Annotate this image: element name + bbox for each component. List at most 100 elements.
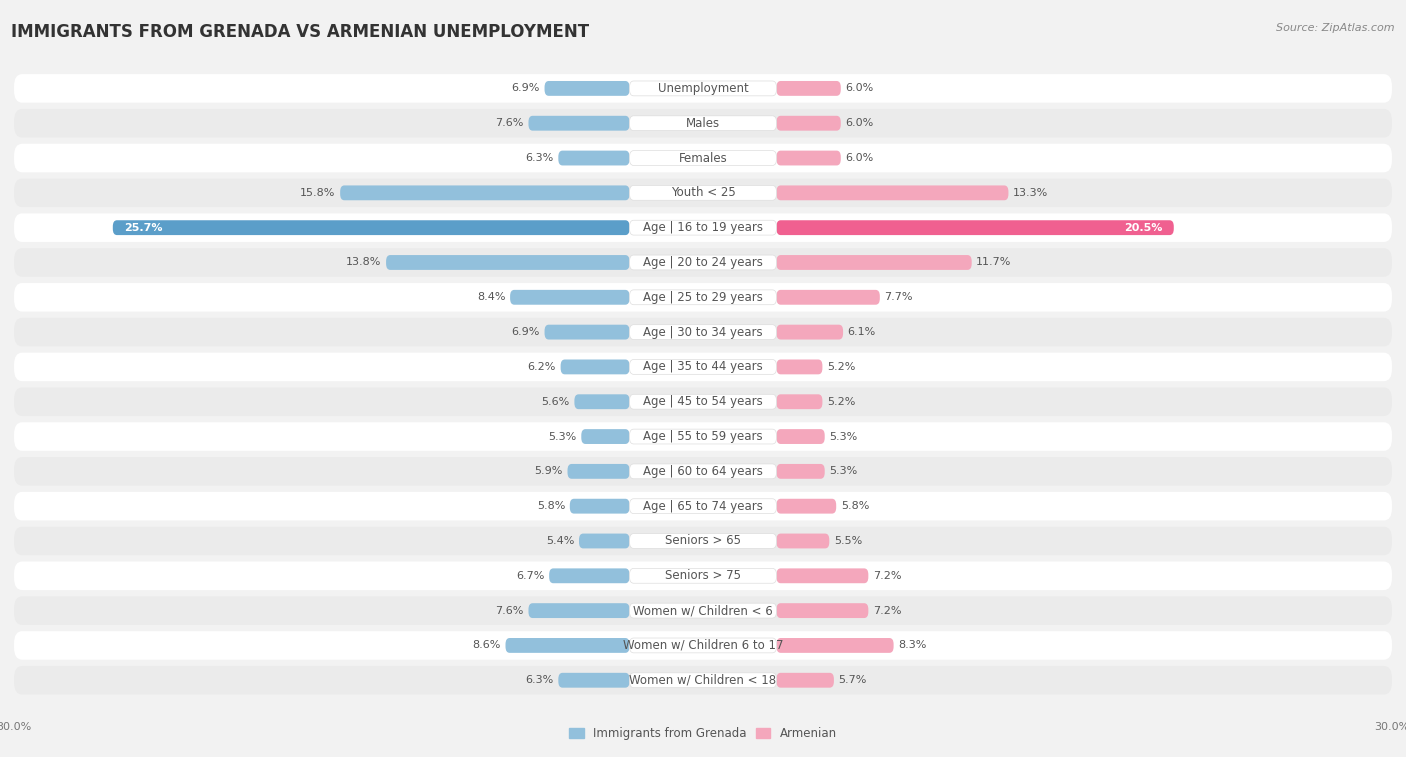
Text: Males: Males [686,117,720,129]
Text: 8.4%: 8.4% [477,292,506,302]
FancyBboxPatch shape [112,220,630,235]
FancyBboxPatch shape [510,290,630,305]
Text: Age | 30 to 34 years: Age | 30 to 34 years [643,326,763,338]
FancyBboxPatch shape [630,325,776,340]
FancyBboxPatch shape [14,248,1392,277]
FancyBboxPatch shape [544,325,630,340]
FancyBboxPatch shape [630,81,776,96]
Text: 6.1%: 6.1% [848,327,876,337]
FancyBboxPatch shape [776,255,972,270]
FancyBboxPatch shape [14,283,1392,312]
FancyBboxPatch shape [630,569,776,583]
FancyBboxPatch shape [630,638,776,653]
FancyBboxPatch shape [550,569,630,583]
FancyBboxPatch shape [14,457,1392,486]
FancyBboxPatch shape [776,220,1174,235]
Text: 5.7%: 5.7% [838,675,868,685]
Text: 7.2%: 7.2% [873,571,901,581]
FancyBboxPatch shape [630,394,776,410]
FancyBboxPatch shape [558,673,630,687]
Text: 7.2%: 7.2% [873,606,901,615]
FancyBboxPatch shape [776,499,837,513]
FancyBboxPatch shape [558,151,630,166]
Text: 7.6%: 7.6% [495,118,524,128]
Text: Seniors > 65: Seniors > 65 [665,534,741,547]
Text: Source: ZipAtlas.com: Source: ZipAtlas.com [1277,23,1395,33]
FancyBboxPatch shape [776,185,1008,201]
FancyBboxPatch shape [776,603,869,618]
Text: 8.6%: 8.6% [472,640,501,650]
Text: Youth < 25: Youth < 25 [671,186,735,199]
FancyBboxPatch shape [776,394,823,410]
Text: 8.3%: 8.3% [898,640,927,650]
FancyBboxPatch shape [776,151,841,166]
FancyBboxPatch shape [776,429,825,444]
Text: 25.7%: 25.7% [124,223,163,232]
Legend: Immigrants from Grenada, Armenian: Immigrants from Grenada, Armenian [565,722,841,745]
FancyBboxPatch shape [630,116,776,131]
Text: 5.3%: 5.3% [548,431,576,441]
FancyBboxPatch shape [630,185,776,201]
FancyBboxPatch shape [14,492,1392,521]
Text: Age | 60 to 64 years: Age | 60 to 64 years [643,465,763,478]
Text: 5.6%: 5.6% [541,397,569,407]
Text: 6.3%: 6.3% [526,675,554,685]
FancyBboxPatch shape [14,631,1392,659]
Text: 6.3%: 6.3% [526,153,554,163]
FancyBboxPatch shape [568,464,630,478]
Text: Women w/ Children < 18: Women w/ Children < 18 [630,674,776,687]
FancyBboxPatch shape [630,534,776,548]
FancyBboxPatch shape [630,673,776,687]
Text: 15.8%: 15.8% [301,188,336,198]
FancyBboxPatch shape [544,81,630,96]
FancyBboxPatch shape [14,213,1392,242]
Text: 5.8%: 5.8% [841,501,869,511]
Text: 5.2%: 5.2% [827,397,855,407]
Text: 6.7%: 6.7% [516,571,544,581]
FancyBboxPatch shape [630,429,776,444]
FancyBboxPatch shape [579,534,630,548]
FancyBboxPatch shape [14,109,1392,138]
FancyBboxPatch shape [529,603,630,618]
Text: Age | 65 to 74 years: Age | 65 to 74 years [643,500,763,512]
Text: 6.0%: 6.0% [845,83,873,93]
FancyBboxPatch shape [14,388,1392,416]
Text: 11.7%: 11.7% [976,257,1012,267]
Text: Age | 25 to 29 years: Age | 25 to 29 years [643,291,763,304]
FancyBboxPatch shape [14,318,1392,347]
FancyBboxPatch shape [14,666,1392,694]
Text: 6.9%: 6.9% [512,327,540,337]
Text: 13.8%: 13.8% [346,257,381,267]
Text: 6.0%: 6.0% [845,153,873,163]
Text: Age | 45 to 54 years: Age | 45 to 54 years [643,395,763,408]
Text: 7.7%: 7.7% [884,292,912,302]
Text: Age | 55 to 59 years: Age | 55 to 59 years [643,430,763,443]
FancyBboxPatch shape [776,81,841,96]
FancyBboxPatch shape [14,597,1392,625]
FancyBboxPatch shape [630,290,776,305]
FancyBboxPatch shape [506,638,630,653]
Text: Age | 20 to 24 years: Age | 20 to 24 years [643,256,763,269]
FancyBboxPatch shape [569,499,630,513]
Text: 20.5%: 20.5% [1123,223,1163,232]
Text: 6.9%: 6.9% [512,83,540,93]
FancyBboxPatch shape [14,144,1392,173]
Text: 5.9%: 5.9% [534,466,562,476]
FancyBboxPatch shape [387,255,630,270]
FancyBboxPatch shape [630,151,776,166]
FancyBboxPatch shape [14,74,1392,103]
Text: Age | 16 to 19 years: Age | 16 to 19 years [643,221,763,234]
Text: 6.0%: 6.0% [845,118,873,128]
FancyBboxPatch shape [529,116,630,131]
FancyBboxPatch shape [581,429,630,444]
Text: 5.4%: 5.4% [546,536,575,546]
FancyBboxPatch shape [776,360,823,375]
FancyBboxPatch shape [776,534,830,548]
FancyBboxPatch shape [776,638,894,653]
Text: Unemployment: Unemployment [658,82,748,95]
FancyBboxPatch shape [14,353,1392,382]
FancyBboxPatch shape [776,290,880,305]
FancyBboxPatch shape [14,562,1392,590]
Text: 5.3%: 5.3% [830,466,858,476]
Text: 5.2%: 5.2% [827,362,855,372]
